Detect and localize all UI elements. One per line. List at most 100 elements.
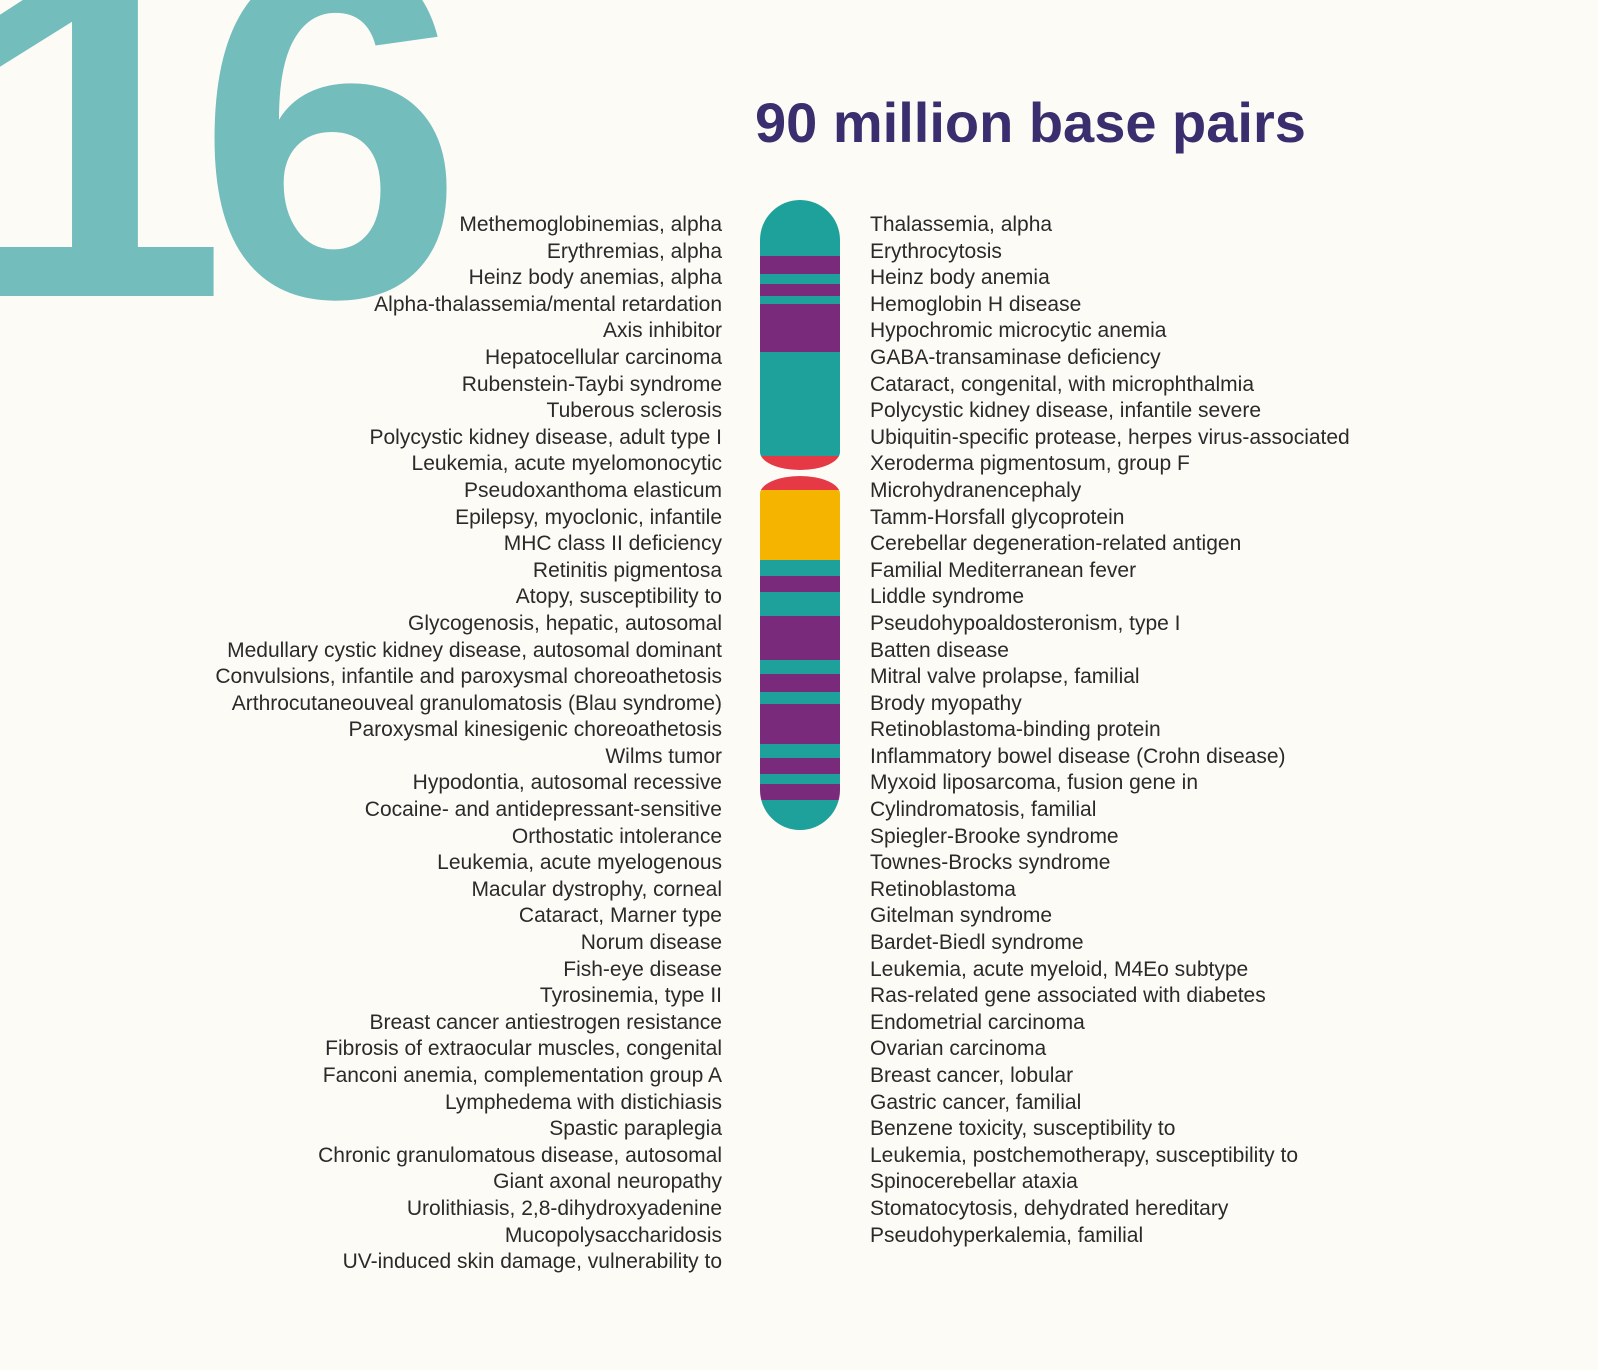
list-item: Familial Mediterranean fever	[870, 558, 1350, 585]
list-item: Spiegler-Brooke syndrome	[870, 824, 1350, 851]
ideogram-band	[760, 304, 840, 352]
list-item: Hepatocellular carcinoma	[215, 345, 722, 372]
ideogram-band	[760, 692, 840, 704]
list-item: Wilms tumor	[215, 744, 722, 771]
list-item: Xeroderma pigmentosum, group F	[870, 451, 1350, 478]
list-item: Norum disease	[215, 930, 722, 957]
ideogram-band	[760, 592, 840, 616]
chromosome-ideogram	[760, 200, 840, 830]
list-item: Hypodontia, autosomal recessive	[215, 770, 722, 797]
ideogram-band	[760, 616, 840, 660]
list-item: Axis inhibitor	[215, 318, 722, 345]
list-item: Fibrosis of extraocular muscles, congeni…	[215, 1036, 722, 1063]
list-item: Tyrosinemia, type II	[215, 983, 722, 1010]
list-item: Brody myopathy	[870, 691, 1350, 718]
list-item: Macular dystrophy, corneal	[215, 877, 722, 904]
left-term-list: Methemoglobinemias, alphaErythremias, al…	[215, 212, 722, 1276]
list-item: Leukemia, acute myeloid, M4Eo subtype	[870, 957, 1350, 984]
list-item: Orthostatic intolerance	[215, 824, 722, 851]
list-item: UV-induced skin damage, vulnerability to	[215, 1249, 722, 1276]
list-item: Pseudohyperkalemia, familial	[870, 1223, 1350, 1250]
list-item: Retinoblastoma-binding protein	[870, 717, 1350, 744]
ideogram-band	[760, 784, 840, 800]
ideogram-band	[760, 284, 840, 296]
list-item: Spinocerebellar ataxia	[870, 1169, 1350, 1196]
list-item: Giant axonal neuropathy	[215, 1169, 722, 1196]
list-item: Cataract, Marner type	[215, 903, 722, 930]
ideogram-band	[760, 490, 840, 560]
list-item: Leukemia, acute myelogenous	[215, 850, 722, 877]
list-item: Polycystic kidney disease, infantile sev…	[870, 398, 1350, 425]
ideogram-band	[760, 576, 840, 592]
list-item: Townes-Brocks syndrome	[870, 850, 1350, 877]
list-item: Leukemia, acute myelomonocytic	[215, 451, 722, 478]
ideogram-band	[760, 352, 840, 456]
list-item: Epilepsy, myoclonic, infantile	[215, 505, 722, 532]
list-item: Retinitis pigmentosa	[215, 558, 722, 585]
list-item: Tamm-Horsfall glycoprotein	[870, 505, 1350, 532]
list-item: Gastric cancer, familial	[870, 1090, 1350, 1117]
list-item: Mitral valve prolapse, familial	[870, 664, 1350, 691]
ideogram-band	[760, 758, 840, 774]
list-item: Endometrial carcinoma	[870, 1010, 1350, 1037]
list-item: Mucopolysaccharidosis	[215, 1223, 722, 1250]
list-item: Atopy, susceptibility to	[215, 584, 722, 611]
right-term-list: Thalassemia, alphaErythrocytosisHeinz bo…	[870, 212, 1350, 1249]
list-item: Arthrocutaneouveal granulomatosis (Blau …	[215, 691, 722, 718]
list-item: Retinoblastoma	[870, 877, 1350, 904]
list-item: Lymphedema with distichiasis	[215, 1090, 722, 1117]
list-item: Medullary cystic kidney disease, autosom…	[215, 638, 722, 665]
list-item: Leukemia, postchemotherapy, susceptibili…	[870, 1143, 1350, 1170]
list-item: Urolithiasis, 2,8-dihydroxyadenine	[215, 1196, 722, 1223]
list-item: Alpha-thalassemia/mental retardation	[215, 292, 722, 319]
list-item: Benzene toxicity, susceptibility to	[870, 1116, 1350, 1143]
list-item: Stomatocytosis, dehydrated hereditary	[870, 1196, 1350, 1223]
list-item: Polycystic kidney disease, adult type I	[215, 425, 722, 452]
ideogram-band	[760, 660, 840, 674]
list-item: Thalassemia, alpha	[870, 212, 1350, 239]
list-item: Hemoglobin H disease	[870, 292, 1350, 319]
list-item: Cerebellar degeneration-related antigen	[870, 531, 1350, 558]
ideogram-band	[760, 800, 840, 830]
ideogram-band	[760, 774, 840, 784]
ideogram-band	[760, 476, 840, 490]
list-item: Chronic granulomatous disease, autosomal	[215, 1143, 722, 1170]
list-item: GABA-transaminase deficiency	[870, 345, 1350, 372]
list-item: Cylindromatosis, familial	[870, 797, 1350, 824]
list-item: Fish-eye disease	[215, 957, 722, 984]
list-item: Rubenstein-Taybi syndrome	[215, 372, 722, 399]
list-item: Breast cancer, lobular	[870, 1063, 1350, 1090]
list-item: Paroxysmal kinesigenic choreoathetosis	[215, 717, 722, 744]
list-item: Tuberous sclerosis	[215, 398, 722, 425]
ideogram-band	[760, 274, 840, 284]
list-item: Convulsions, infantile and paroxysmal ch…	[215, 664, 722, 691]
list-item: Batten disease	[870, 638, 1350, 665]
ideogram-band	[760, 456, 840, 470]
list-item: Inflammatory bowel disease (Crohn diseas…	[870, 744, 1350, 771]
list-item: Pseudohypoaldosteronism, type I	[870, 611, 1350, 638]
list-item: Cataract, congenital, with microphthalmi…	[870, 372, 1350, 399]
ideogram-band	[760, 560, 840, 576]
list-item: Cocaine- and antidepressant-sensitive	[215, 797, 722, 824]
list-item: Myxoid liposarcoma, fusion gene in	[870, 770, 1350, 797]
list-item: Breast cancer antiestrogen resistance	[215, 1010, 722, 1037]
list-item: Microhydranencephaly	[870, 478, 1350, 505]
ideogram-band	[760, 744, 840, 758]
list-item: Spastic paraplegia	[215, 1116, 722, 1143]
list-item: Fanconi anemia, complementation group A	[215, 1063, 722, 1090]
list-item: MHC class II deficiency	[215, 531, 722, 558]
list-item: Ovarian carcinoma	[870, 1036, 1350, 1063]
list-item: Liddle syndrome	[870, 584, 1350, 611]
p-arm	[760, 200, 840, 470]
list-item: Glycogenosis, hepatic, autosomal	[215, 611, 722, 638]
list-item: Heinz body anemia	[870, 265, 1350, 292]
q-arm	[760, 476, 840, 830]
ideogram-band	[760, 296, 840, 304]
list-item: Erythremias, alpha	[215, 239, 722, 266]
chromosome-infographic: 16 90 million base pairs Methemoglobinem…	[0, 0, 1598, 1370]
list-item: Heinz body anemias, alpha	[215, 265, 722, 292]
list-item: Ubiquitin-specific protease, herpes viru…	[870, 425, 1350, 452]
ideogram-band	[760, 704, 840, 744]
list-item: Pseudoxanthoma elasticum	[215, 478, 722, 505]
ideogram-band	[760, 256, 840, 274]
